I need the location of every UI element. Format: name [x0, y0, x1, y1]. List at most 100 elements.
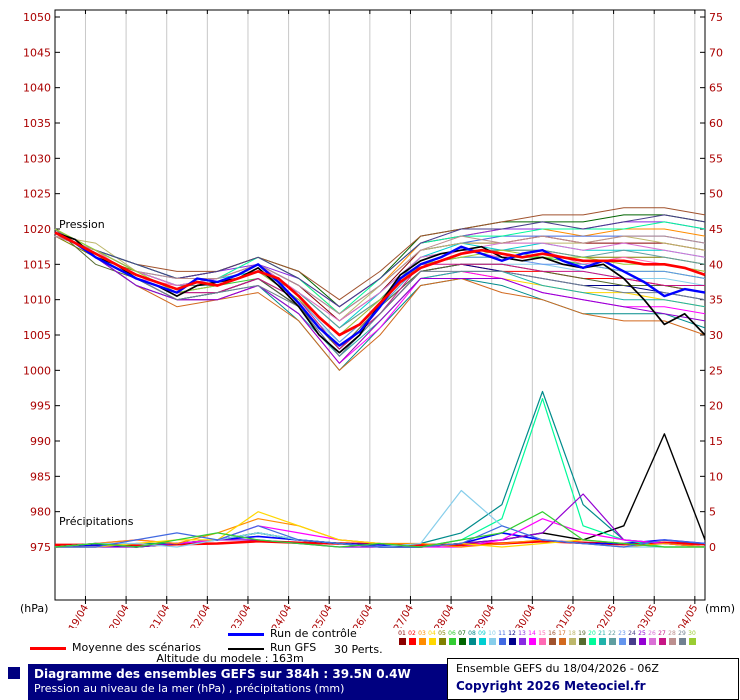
ensemble-member-line-17	[54, 228, 706, 371]
x-axis-date-label: 23/04	[230, 603, 254, 628]
member-legend-item-02: 02	[407, 630, 417, 645]
ensemble-member-line-14	[54, 228, 706, 364]
y-axis-right-label: 45	[709, 223, 723, 236]
ensemble-member-line-25	[54, 228, 706, 364]
member-number: 01	[398, 630, 406, 637]
precip-line-gfs	[54, 433, 706, 548]
member-number: 16	[548, 630, 556, 637]
y-axis-left-label: 975	[30, 541, 51, 554]
y-axis-left-label: 1025	[23, 188, 51, 201]
member-legend-item-16: 16	[547, 630, 557, 645]
member-color-square	[538, 638, 546, 645]
member-legend-item-09: 09	[477, 630, 487, 645]
member-legend-item-14: 14	[527, 630, 537, 645]
precip-line-20	[54, 398, 705, 548]
x-axis-date-label: 28/04	[433, 603, 457, 628]
y-axis-left-label: 1030	[23, 152, 51, 165]
plot-border	[54, 9, 706, 601]
y-axis-right-label: 25	[709, 364, 723, 377]
y-axis-right-label: 10	[709, 470, 723, 483]
member-number: 30	[688, 630, 696, 637]
y-axis-right-label: 0	[709, 541, 716, 554]
member-legend-item-21: 21	[597, 630, 607, 645]
member-legend-item-06: 06	[447, 630, 457, 645]
ensemble-member-line-27	[54, 228, 705, 350]
x-axis-date-label: 25/04	[311, 603, 335, 628]
member-number: 19	[578, 630, 586, 637]
member-number: 04	[428, 630, 436, 637]
y-axis-left-label: 1050	[23, 11, 51, 24]
x-axis-date-label: 30/04	[514, 603, 538, 628]
member-legend-item-25: 25	[637, 630, 647, 645]
member-color-square	[608, 638, 616, 645]
member-color-square	[408, 638, 416, 645]
gfs-line-swatch	[228, 648, 264, 650]
y-axis-right-label: 30	[709, 329, 723, 342]
member-legend-item-13: 13	[517, 630, 527, 645]
y-axis-right-label: 50	[709, 188, 723, 201]
run-info-box: Ensemble GEFS du 18/04/2026 - 06Z Copyri…	[447, 658, 739, 700]
y-axis-left-label: 1020	[23, 223, 51, 236]
member-legend-item-08: 08	[467, 630, 477, 645]
y-axis-right-label: 5	[709, 506, 716, 519]
member-color-square	[618, 638, 626, 645]
member-number: 21	[598, 630, 606, 637]
y-axis-left-label: 1010	[23, 294, 51, 307]
member-color-square	[588, 638, 596, 645]
member-legend-item-30: 30	[687, 630, 697, 645]
member-number: 12	[508, 630, 516, 637]
y-axis-right-label: 70	[709, 46, 723, 59]
member-legend-item-03: 03	[417, 630, 427, 645]
member-number: 23	[618, 630, 626, 637]
run-info-text: Ensemble GEFS du 18/04/2026 - 06Z	[456, 662, 659, 675]
precip-annotation: Précipitations	[59, 515, 134, 528]
ensemble-member-line-02	[54, 228, 706, 350]
member-legend-item-24: 24	[627, 630, 637, 645]
member-legend-item-29: 29	[677, 630, 687, 645]
mean-line-swatch	[30, 647, 66, 650]
member-color-square	[498, 638, 506, 645]
y-axis-left-label: 980	[30, 506, 51, 519]
y-axis-right-label: 65	[709, 82, 723, 95]
member-legend-item-11: 11	[497, 630, 507, 645]
member-legend-item-10: 10	[487, 630, 497, 645]
member-color-square	[648, 638, 656, 645]
member-legend-item-20: 20	[587, 630, 597, 645]
member-color-square	[688, 638, 696, 645]
x-axis-date-label: 27/04	[392, 603, 416, 628]
x-axis-date-label: 20/04	[108, 603, 132, 628]
y-axis-left-label: 1015	[23, 258, 51, 271]
member-number: 09	[478, 630, 486, 637]
ensemble-member-line-24	[54, 214, 706, 308]
ensemble-member-line-30	[54, 228, 706, 336]
member-color-square	[508, 638, 516, 645]
y-axis-left-label: 1045	[23, 46, 51, 59]
member-legend-item-12: 12	[507, 630, 517, 645]
member-legend-item-26: 26	[647, 630, 657, 645]
left-axis-unit-label: (hPa)	[20, 602, 48, 615]
ensemble-member-line-26	[54, 235, 706, 322]
member-color-square	[518, 638, 526, 645]
member-number: 20	[588, 630, 596, 637]
ensemble-member-line-04	[54, 228, 706, 364]
member-legend-item-15: 15	[537, 630, 547, 645]
member-color-square	[478, 638, 486, 645]
x-axis-date-label: 26/04	[352, 603, 376, 628]
chart-title: Diagramme des ensembles GEFS sur 384h : …	[34, 667, 411, 681]
chart-subtitle: Pression au niveau de la mer (hPa) , pré…	[34, 682, 345, 695]
member-color-square	[528, 638, 536, 645]
ensemble-pressure-chart: 19/04 20/04 21/04 22/04 23/04 24/04 25/04 26/04…	[20, 9, 735, 628]
y-axis-left-label: 985	[30, 470, 51, 483]
x-axis-date-label: 22/04	[189, 603, 213, 628]
member-color-square	[578, 638, 586, 645]
member-color-square	[398, 638, 406, 645]
member-color-square	[558, 638, 566, 645]
chart-title-box: Diagramme des ensembles GEFS sur 384h : …	[28, 664, 447, 700]
member-legend-item-17: 17	[557, 630, 567, 645]
copyright-text: Copyright 2026 Meteociel.fr	[456, 679, 646, 693]
model-altitude-note: Altitude du modele : 163m	[156, 652, 304, 665]
x-axis-date-label: 21/04	[148, 603, 172, 628]
precip-line-11	[55, 525, 706, 548]
pressure-annotation: Pression	[59, 218, 105, 231]
member-number: 15	[538, 630, 546, 637]
